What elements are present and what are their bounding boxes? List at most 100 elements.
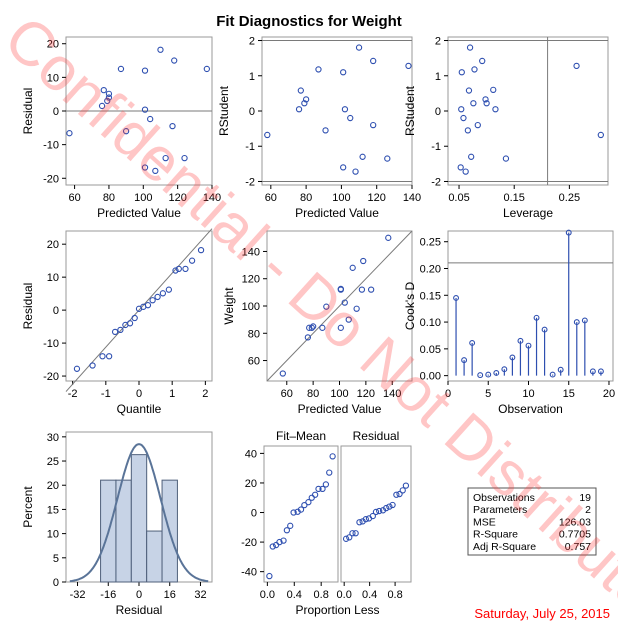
- data-point: [295, 106, 303, 113]
- needle-point: [573, 319, 580, 326]
- data-point: [369, 512, 376, 520]
- x-tick-label: 100: [134, 192, 152, 204]
- data-point: [105, 90, 113, 97]
- data-point: [341, 106, 349, 113]
- x-tick-label: 15: [563, 388, 575, 400]
- data-point: [352, 530, 359, 537]
- x-tick-label: 32: [194, 589, 206, 601]
- y-axis-label: RStudent: [217, 85, 231, 136]
- y-tick-label: 0: [435, 106, 441, 118]
- data-point: [322, 127, 329, 134]
- data-point: [188, 257, 196, 264]
- data-point: [315, 485, 322, 493]
- data-point: [308, 324, 315, 331]
- data-point: [162, 154, 169, 162]
- x-tick-label: 20: [603, 388, 615, 400]
- y-tick-label: 15: [47, 504, 59, 516]
- data-point: [337, 324, 344, 331]
- data-point: [319, 485, 326, 493]
- data-point: [290, 509, 297, 516]
- data-point: [464, 127, 472, 134]
- data-point: [73, 365, 81, 372]
- data-point: [122, 128, 130, 135]
- data-point: [597, 131, 604, 139]
- y-tick-label: 20: [47, 39, 59, 51]
- data-point: [393, 491, 400, 498]
- data-point: [309, 323, 317, 330]
- data-point: [302, 96, 310, 103]
- data-point: [457, 164, 464, 171]
- data-point: [99, 353, 106, 360]
- panel-title: Fit Diagnostics for Weight: [216, 13, 402, 30]
- x-tick-label: 0: [445, 388, 451, 400]
- y-tick-label: 0.00: [420, 371, 441, 383]
- y-tick-label: 120: [242, 274, 260, 286]
- y-tick-label: 40: [245, 448, 257, 460]
- x-axis-label: Proportion Less: [295, 603, 379, 617]
- data-point: [100, 86, 107, 94]
- data-point: [149, 297, 156, 304]
- data-point: [172, 267, 179, 274]
- x-tick-label: 60: [68, 192, 80, 204]
- data-point: [181, 154, 188, 162]
- data-point: [266, 572, 273, 580]
- x-tick-label: 10: [522, 388, 534, 400]
- x-axis-label: Predicted Value: [298, 402, 382, 416]
- data-point: [297, 506, 305, 513]
- plot-6: -32 -16 0 16 32 0 5 10 15 20 25 30 Residual Percent: [21, 431, 213, 617]
- y-axis-label: Residual: [21, 283, 35, 330]
- data-point: [372, 508, 380, 516]
- x-tick-label: 16: [164, 589, 176, 601]
- plot-8: 0.0 0.4 0.8 Residual: [337, 429, 412, 601]
- data-point: [359, 153, 366, 160]
- plot-frame: [263, 445, 339, 583]
- y-axis-label: Residual: [21, 88, 35, 135]
- data-point: [340, 164, 347, 171]
- y-tick-label: 10: [47, 72, 59, 84]
- y-tick-label: 0.25: [420, 237, 441, 249]
- needle-point: [541, 326, 548, 333]
- data-point: [360, 257, 367, 265]
- data-point: [269, 543, 276, 550]
- data-point: [171, 57, 178, 64]
- data-point: [66, 130, 73, 137]
- needle-point: [477, 372, 484, 379]
- x-tick-label: 120: [368, 192, 386, 204]
- x-tick-label: 0: [136, 388, 142, 400]
- data-point: [301, 501, 308, 509]
- data-point: [311, 491, 319, 498]
- data-point: [322, 481, 330, 488]
- reference-diagonal: [266, 230, 413, 382]
- data-point: [131, 314, 138, 322]
- y-axis-label: Weight: [222, 287, 236, 325]
- histogram-bar: [146, 530, 163, 583]
- data-point: [287, 522, 294, 529]
- y-tick-label: -20: [43, 173, 59, 185]
- histogram-bar: [130, 454, 148, 583]
- stat-value: 19: [579, 492, 591, 504]
- x-tick-label: 80: [103, 192, 115, 204]
- y-tick-label: 10: [47, 272, 59, 284]
- plot-frame: [447, 36, 609, 186]
- y-tick-label: 20: [47, 239, 59, 251]
- data-point: [458, 69, 465, 76]
- y-tick-label: 0: [53, 106, 59, 118]
- data-point: [341, 299, 348, 306]
- data-point: [468, 153, 475, 160]
- plot-frame: [447, 230, 614, 382]
- needle-point: [493, 370, 500, 376]
- data-point: [283, 527, 291, 534]
- data-point: [347, 114, 354, 122]
- data-point: [141, 106, 149, 113]
- data-point: [276, 538, 283, 546]
- x-tick-label: 0.4: [362, 589, 377, 601]
- data-point: [297, 87, 304, 94]
- needle-point: [501, 366, 508, 373]
- y-tick-label: -10: [43, 338, 59, 350]
- x-tick-label: 1: [169, 388, 175, 400]
- y-tick-label: 0.10: [420, 317, 441, 329]
- needle-point: [597, 368, 604, 375]
- stat-value: 0.757: [565, 541, 591, 553]
